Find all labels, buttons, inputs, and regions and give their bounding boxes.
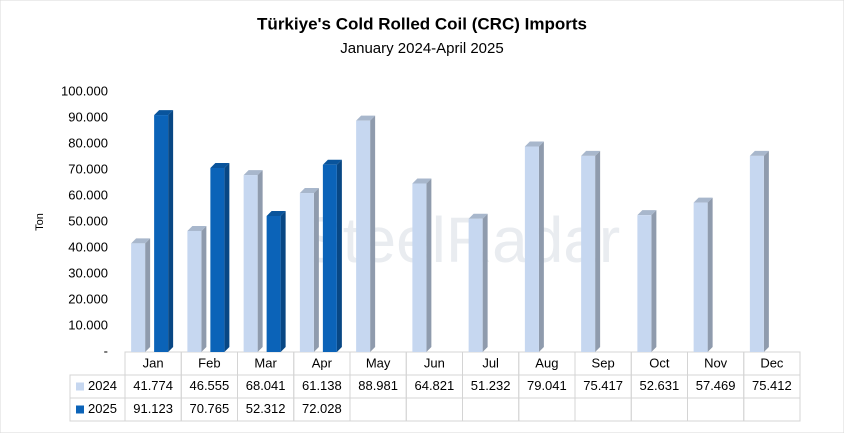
bar-side [538,141,544,352]
y-tick-label: 50.000 [68,213,108,228]
x-tick-label: Sep [592,355,615,370]
bar-top [299,188,319,194]
bar [693,202,708,352]
x-tick-label: Aug [535,355,558,370]
table-value: 52.312 [246,401,286,416]
bar-top [243,170,263,176]
bar-side [145,238,151,352]
bar-top [131,238,151,244]
bar [637,215,652,352]
x-tick-label: May [366,355,391,370]
table-value: 79.041 [527,378,567,393]
bar-side [651,210,657,352]
bar-top [581,150,601,156]
table-value: 41.774 [133,378,173,393]
chart-title: Türkiye's Cold Rolled Coil (CRC) Imports [257,14,587,33]
table-value: 52.631 [639,378,679,393]
x-tick-label: Jan [143,355,164,370]
bar-side [707,197,713,352]
bar-top [154,110,174,116]
y-tick-label: 70.000 [68,161,108,176]
table-value: 57.469 [696,378,736,393]
table-value: 88.981 [358,378,398,393]
bar [468,218,483,352]
bar-top [749,150,769,156]
bar-side [370,115,376,352]
table-value: 46.555 [189,378,229,393]
x-tick-label: Jul [482,355,499,370]
bar [322,164,337,352]
bar-top [468,213,488,219]
bar [243,175,258,352]
bar [266,215,281,352]
x-tick-label: Feb [198,355,220,370]
bar-side [257,170,263,352]
table-value: 91.123 [133,401,173,416]
bar [210,168,225,352]
bar [131,243,146,352]
y-tick-label: 30.000 [68,265,108,280]
bar-side [224,163,230,352]
table-value: 68.041 [246,378,286,393]
bar-top [187,225,207,231]
x-tick-label: Dec [760,355,784,370]
legend-label: 2024 [88,378,117,393]
bar-top [266,210,286,216]
y-tick-label: 10.000 [68,317,108,332]
table-cell [743,397,801,422]
table-value: 64.821 [414,378,454,393]
bar [356,120,371,352]
y-tick-label: 90.000 [68,109,108,124]
table-cell [69,397,126,422]
bar [412,183,427,352]
bar [749,155,764,352]
table-value: 72.028 [302,401,342,416]
y-tick-label: 20.000 [68,291,108,306]
y-tick-label: 60.000 [68,187,108,202]
x-tick-label: Nov [704,355,728,370]
bar-side [482,213,488,352]
y-tick-label: 100.000 [61,83,108,98]
table-value: 70.765 [189,401,229,416]
y-axis-label: Ton [34,213,46,231]
table-value: 61.138 [302,378,342,393]
y-tick-label: - [104,343,108,358]
bar-top [210,163,230,169]
bar [524,146,539,352]
legend-swatch [76,382,84,391]
bar-side [426,178,432,352]
table-value: 75.417 [583,378,623,393]
bar [187,230,202,352]
x-tick-label: Mar [254,355,277,370]
bar [299,193,314,352]
bar-side [280,210,286,352]
legend-label: 2025 [88,401,117,416]
chart-subtitle: January 2024-April 2025 [340,40,503,57]
bar-top [322,159,342,165]
watermark: SteelRadar [300,204,620,276]
x-tick-label: Oct [649,355,670,370]
bar-top [524,141,544,147]
table-value: 51.232 [471,378,511,393]
x-tick-label: Jun [424,355,445,370]
bar [154,115,169,352]
x-tick-label: Apr [312,355,333,370]
bar [581,155,596,352]
y-tick-label: 40.000 [68,239,108,254]
bar-top [637,210,657,216]
bar-top [356,115,376,121]
table-value: 75.412 [752,378,792,393]
bar-side [201,225,207,352]
bar-top [412,178,432,184]
bar-side [168,110,174,352]
bar-top [693,197,713,203]
y-tick-label: 80.000 [68,135,108,150]
bar-side [595,150,601,352]
bar-side [763,150,769,352]
bar-side [336,159,342,352]
legend-swatch [76,405,84,414]
bar-side [313,188,319,352]
